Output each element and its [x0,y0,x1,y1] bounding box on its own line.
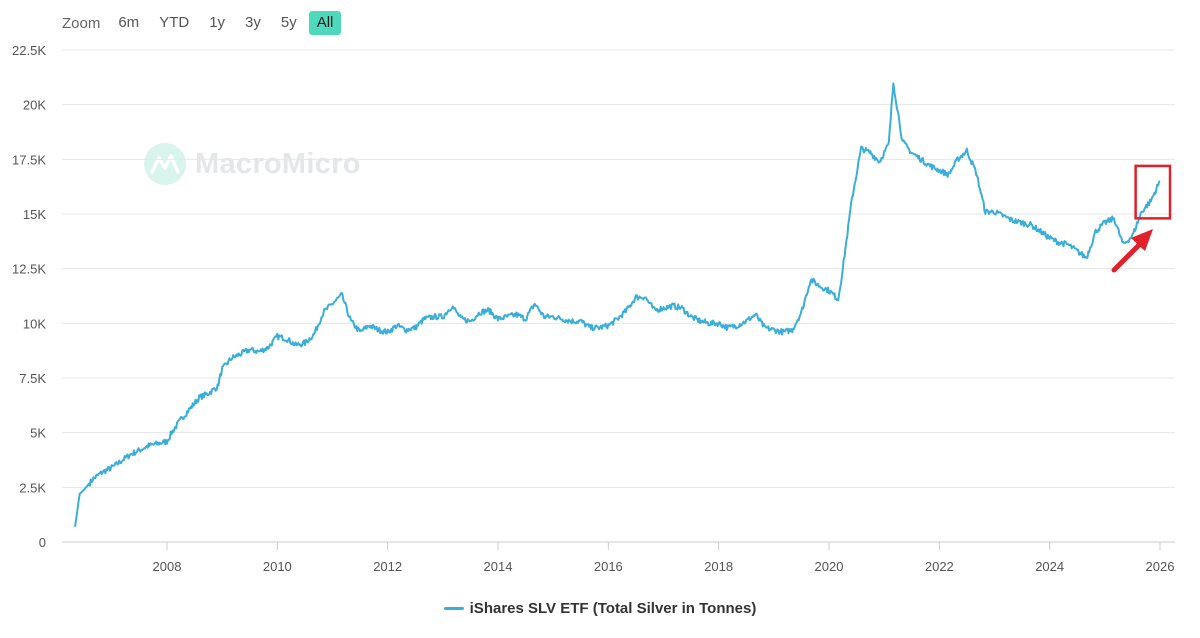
y-tick-label: 17.5K [12,152,46,167]
x-tick-label: 2020 [815,559,844,574]
x-tick-label: 2016 [594,559,623,574]
zoom-1y-button[interactable]: 1y [209,14,226,31]
x-tick-label: 2018 [704,559,733,574]
watermark: MacroMicro [143,142,361,186]
zoom-ytd-button[interactable]: YTD [159,14,190,31]
x-tick-label: 2014 [484,559,513,574]
y-tick-label: 0 [39,535,46,550]
y-tick-label: 20K [23,98,46,113]
annotation-arrow-head [1131,229,1153,251]
zoom-6m-button[interactable]: 6m [118,14,140,31]
x-tick-label: 2024 [1035,559,1064,574]
legend: iShares SLV ETF (Total Silver in Tonnes) [0,597,1200,617]
y-tick-label: 12.5K [12,262,46,277]
highlight-box [1134,164,1172,220]
macromicro-logo-icon [144,143,186,185]
y-tick-label: 10K [23,316,46,331]
x-tick-label: 2012 [373,559,402,574]
y-tick-label: 22.5K [12,43,46,58]
watermark-text: MacroMicro [195,147,361,180]
zoom-3y-button[interactable]: 3y [245,14,261,31]
y-tick-label: 5K [30,426,46,441]
y-tick-label: 15K [23,207,46,222]
annotation-arrow-shaft [1111,241,1143,273]
zoom-all-button[interactable]: All [308,11,342,35]
zoom-5y-button[interactable]: 5y [280,14,297,31]
zoom-toolbar: Zoom 6m YTD 1y 3y 5y All [62,10,345,36]
y-tick-label: 7.5K [19,371,46,386]
x-tick-label: 2010 [263,559,292,574]
series-line [74,82,1161,527]
legend-label: iShares SLV ETF (Total Silver in Tonnes) [469,600,757,617]
y-tick-label: 2.5K [19,480,46,495]
zoom-label: Zoom [62,14,101,32]
legend-item[interactable]: iShares SLV ETF (Total Silver in Tonnes) [443,600,757,617]
x-tick-label: 2026 [1146,559,1175,574]
legend-swatch [443,607,464,610]
x-tick-label: 2022 [925,559,954,574]
x-tick-label: 2008 [153,559,182,574]
